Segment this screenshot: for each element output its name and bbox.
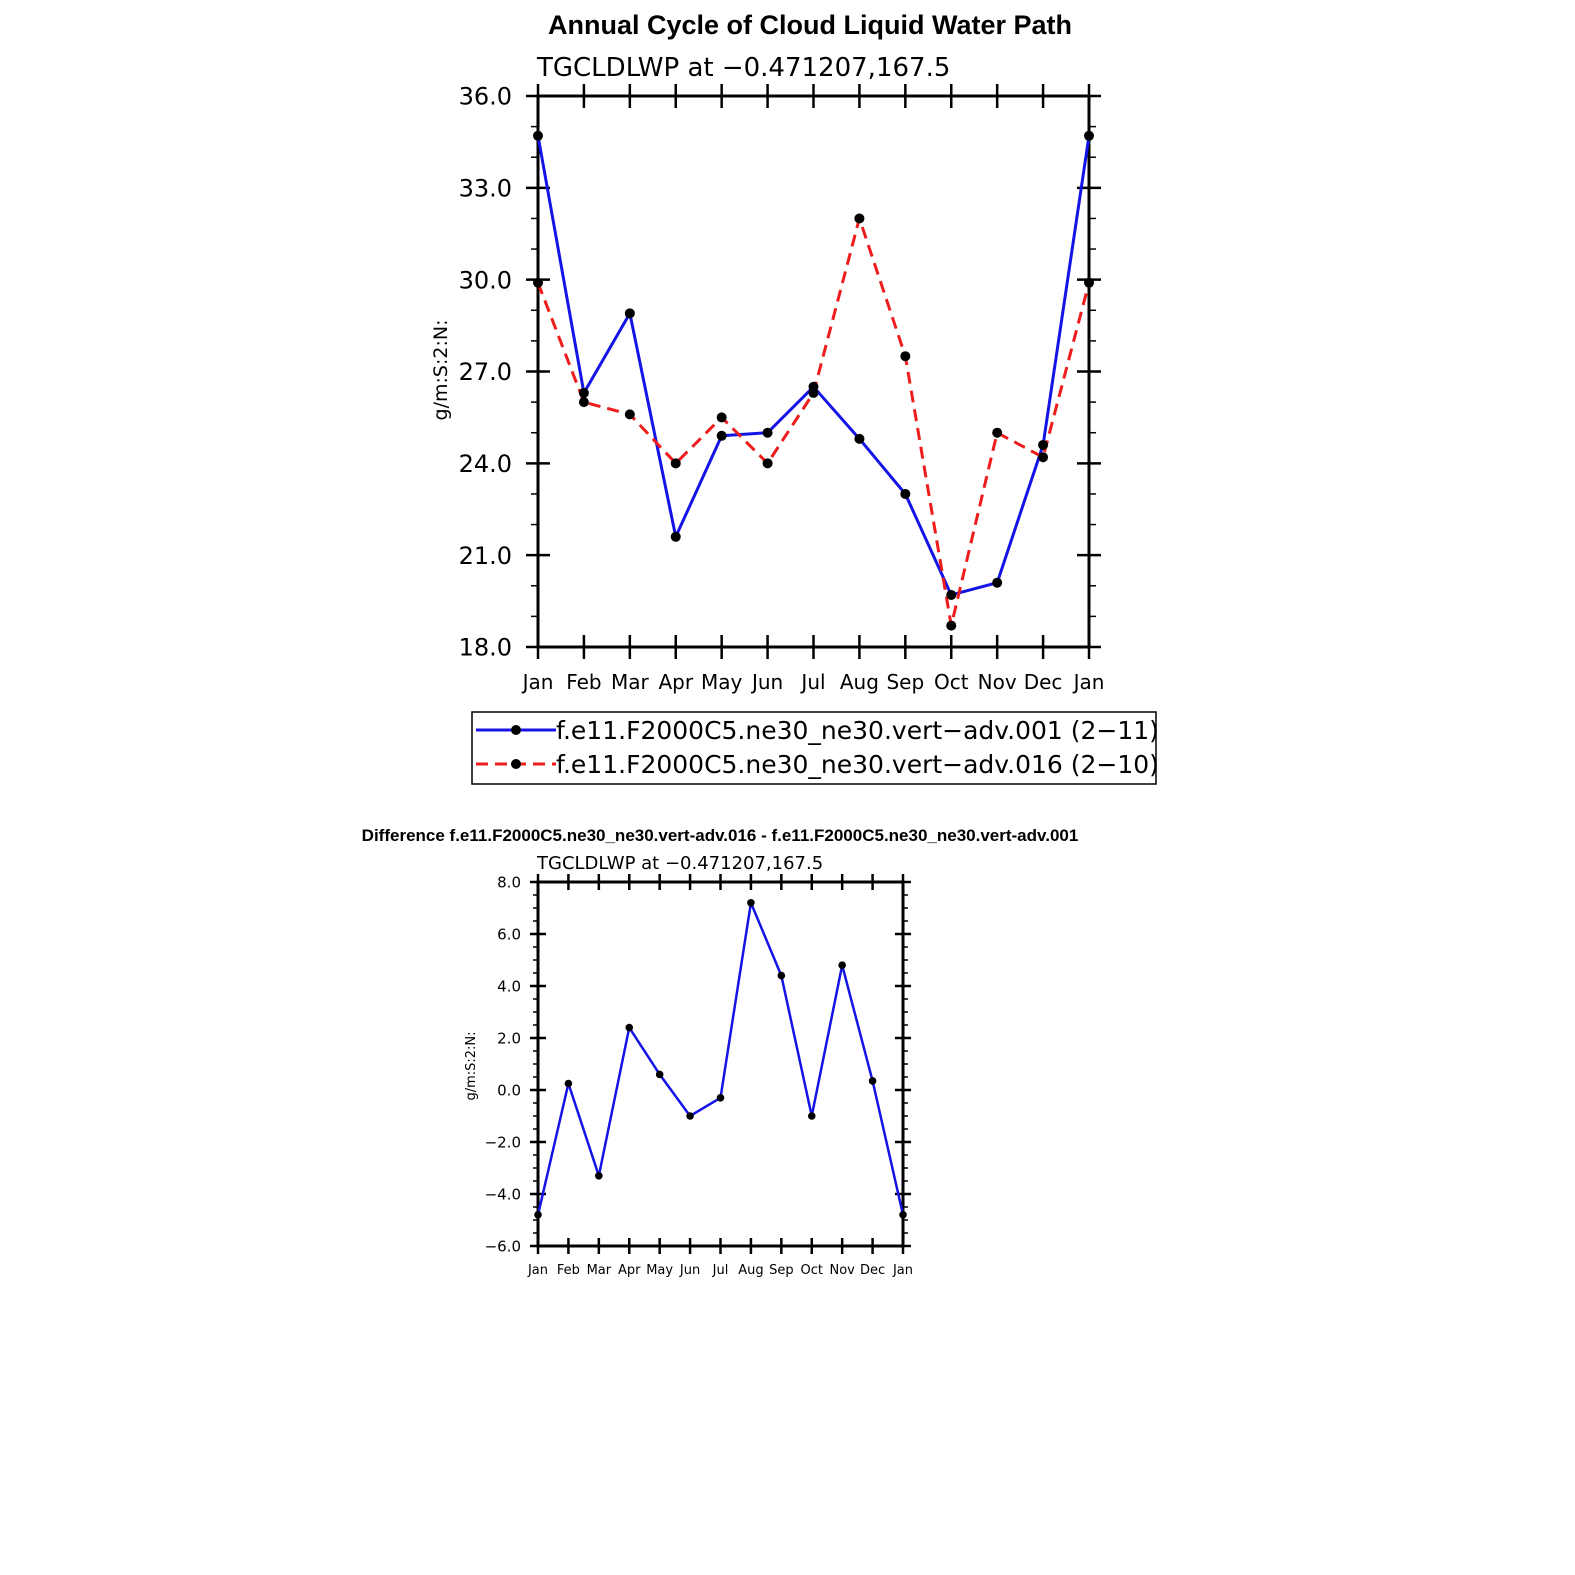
- figure-title: Annual Cycle of Cloud Liquid Water Path: [548, 10, 1072, 40]
- series-1-point: [624, 308, 635, 319]
- series-1-point: [670, 531, 681, 542]
- series-1-point: [854, 433, 865, 444]
- series-line-2: [536, 216, 1091, 628]
- y-tick-label: −6.0: [485, 1237, 521, 1255]
- series-1-point: [534, 1211, 542, 1219]
- series-1-point: [900, 488, 911, 499]
- series-1-point: [655, 1070, 664, 1079]
- series-1-point: [1038, 439, 1049, 450]
- series-1-point: [716, 430, 727, 441]
- series-1-point: [564, 1079, 573, 1088]
- series-line-1: [536, 135, 1091, 597]
- series-2-point: [1038, 452, 1049, 463]
- series-line-1: [536, 901, 905, 1216]
- legend: f.e11.F2000C5.ne30_ne30.vert−adv.001 (2−…: [471, 711, 1159, 785]
- series-1-point: [992, 577, 1003, 588]
- x-tick-label: Sep: [886, 670, 924, 694]
- x-tick-label: Oct: [801, 1263, 823, 1278]
- x-tick-label: Apr: [658, 670, 693, 694]
- chart1-subtitle: TGCLDLWP at −0.471207,167.5: [536, 53, 950, 83]
- x-tick-label: Apr: [618, 1263, 641, 1278]
- y-tick-label: 0.0: [497, 1081, 521, 1099]
- series-2-point: [670, 458, 681, 469]
- x-tick-label: Jan: [1072, 670, 1105, 694]
- legend-box: [471, 711, 1157, 785]
- x-tick-label: Mar: [611, 670, 650, 694]
- x-tick-label: Jul: [799, 670, 825, 694]
- chart1-frame: [536, 94, 1091, 649]
- legend-marker-series-1: [511, 725, 521, 735]
- series-2-point: [533, 277, 543, 288]
- series-1-point: [807, 1112, 816, 1120]
- series-2-point: [854, 213, 865, 224]
- y-tick-label: 6.0: [497, 925, 521, 943]
- series-1-point: [595, 1172, 603, 1180]
- y-tick-label: −4.0: [485, 1185, 521, 1203]
- x-tick-label: May: [701, 670, 743, 694]
- y-tick-label: 2.0: [497, 1029, 521, 1047]
- y-tick-label: 33.0: [459, 174, 512, 202]
- chart2-subtitle: TGCLDLWP at −0.471207,167.5: [536, 853, 823, 874]
- x-tick-label: Feb: [557, 1263, 580, 1278]
- series-1-point: [1084, 130, 1094, 141]
- y-tick-label: 8.0: [497, 873, 521, 891]
- chart2-ylabel: g/m:S:2:N:: [464, 1031, 479, 1100]
- series-1-point: [578, 387, 589, 398]
- series-2-point: [900, 351, 911, 362]
- series-2-point: [946, 620, 957, 631]
- series-2-point: [716, 412, 727, 423]
- chart2-frame: [536, 880, 905, 1248]
- y-tick-label: 21.0: [459, 542, 512, 570]
- annual-cycle-chart: TGCLDLWP at −0.471207,167.5 g/m:S:2:N: 1…: [430, 53, 1104, 694]
- x-tick-label: Jun: [679, 1263, 700, 1278]
- x-tick-label: Mar: [587, 1263, 612, 1278]
- x-tick-label: Jul: [712, 1263, 729, 1278]
- y-tick-label: 36.0: [459, 83, 512, 111]
- x-tick-label: Jan: [521, 670, 554, 694]
- legend-label-series-1: f.e11.F2000C5.ne30_ne30.vert−adv.001 (2−…: [556, 716, 1159, 745]
- y-tick-label: 24.0: [459, 450, 512, 478]
- x-tick-label: Dec: [860, 1263, 885, 1278]
- series-1-point: [777, 971, 786, 980]
- legend-label-series-2: f.e11.F2000C5.ne30_ne30.vert−adv.016 (2−…: [556, 750, 1159, 779]
- series-1-point: [533, 130, 543, 141]
- x-tick-label: Jun: [750, 670, 783, 694]
- series-2-point: [1084, 277, 1094, 288]
- x-tick-label: May: [646, 1263, 673, 1278]
- y-tick-label: 18.0: [459, 634, 512, 662]
- x-tick-label: Feb: [566, 670, 601, 694]
- series-2-point: [808, 387, 819, 398]
- series-1-point: [716, 1094, 725, 1102]
- series-1-point: [686, 1112, 694, 1120]
- series-1-point: [625, 1023, 634, 1032]
- x-tick-label: Nov: [829, 1263, 855, 1278]
- x-tick-label: Jan: [527, 1263, 548, 1278]
- x-tick-label: Jan: [892, 1263, 913, 1278]
- series-1-point: [747, 899, 755, 907]
- y-tick-label: 30.0: [459, 266, 512, 294]
- x-tick-label: Aug: [840, 670, 879, 694]
- x-tick-label: Oct: [934, 670, 969, 694]
- series-2-point: [578, 397, 589, 408]
- x-tick-label: Sep: [769, 1263, 794, 1278]
- x-tick-label: Nov: [978, 670, 1017, 694]
- series-2-point: [992, 427, 1003, 438]
- x-tick-label: Aug: [738, 1263, 763, 1278]
- series-1-point: [838, 961, 846, 969]
- series-1-point: [868, 1077, 877, 1085]
- series-2-point: [762, 458, 773, 469]
- series-1-point: [946, 589, 957, 600]
- x-tick-label: Dec: [1024, 670, 1063, 694]
- series-2-point: [624, 409, 635, 420]
- y-tick-label: −2.0: [485, 1133, 521, 1151]
- y-tick-label: 4.0: [497, 977, 521, 995]
- chart2-title: Difference f.e11.F2000C5.ne30_ne30.vert-…: [362, 826, 1079, 845]
- series-1-point: [899, 1211, 907, 1219]
- series-1-point: [762, 427, 773, 438]
- y-tick-label: 27.0: [459, 358, 512, 386]
- legend-marker-series-2: [511, 759, 521, 769]
- difference-chart: TGCLDLWP at −0.471207,167.5 g/m:S:2:N: −…: [464, 853, 913, 1278]
- chart1-ylabel: g/m:S:2:N:: [430, 320, 452, 421]
